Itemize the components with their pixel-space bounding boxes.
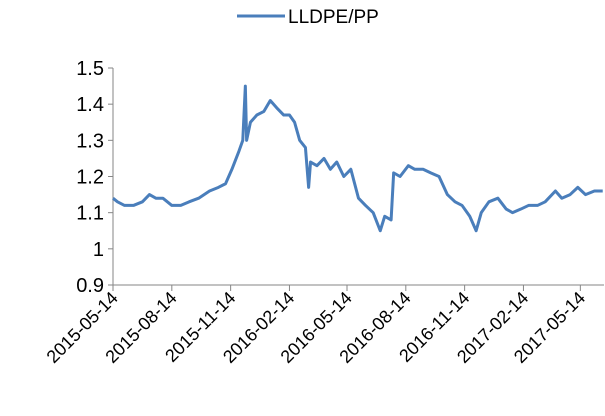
y-tick-label: 1.3 [76, 130, 104, 152]
y-tick-label: 1.4 [76, 94, 104, 116]
line-series [112, 84, 603, 233]
legend-label: LLDPE/PP [288, 7, 379, 28]
y-tick-label: 1.2 [76, 167, 104, 189]
y-tick-label: 1.5 [76, 58, 104, 80]
y-tick-label: 0.9 [76, 275, 104, 297]
y-tick-label: 1 [93, 239, 104, 261]
y-tick-label: 1.1 [76, 203, 104, 225]
